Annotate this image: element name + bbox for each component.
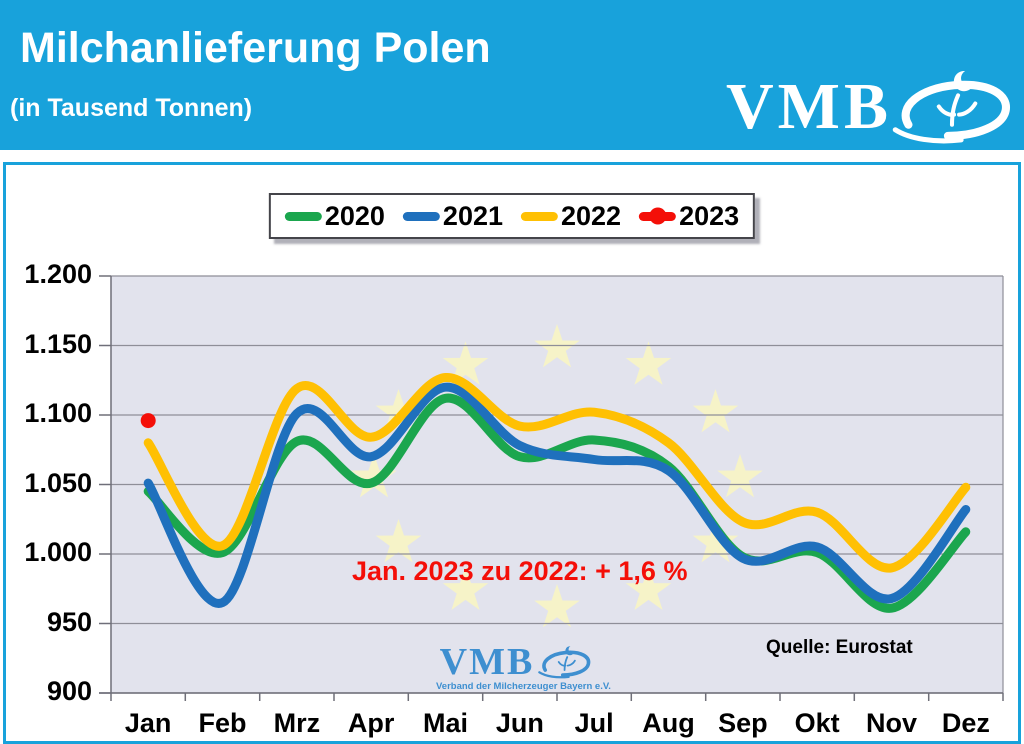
eu-star	[534, 584, 580, 628]
eu-star	[375, 389, 422, 433]
legend: 2020 2021 2022 2023	[268, 193, 756, 239]
eu-star	[625, 566, 672, 610]
legend-swatch	[402, 211, 440, 221]
legend-marker-dot	[649, 207, 667, 225]
watermark-logo: VMB Verband der Milcherzeuger Bayern e.V…	[436, 641, 611, 692]
eu-star	[625, 341, 672, 385]
vmb-logo-text: VMB	[726, 69, 892, 143]
series-line-2021	[143, 382, 971, 608]
header-banner: Milchanlieferung Polen (in Tausend Tonne…	[0, 0, 1024, 150]
page-title: Milchanlieferung Polen	[20, 24, 491, 72]
legend-item-2022: 2022	[521, 201, 621, 232]
legend-label: 2021	[442, 200, 503, 231]
legend-label: 2022	[561, 200, 622, 231]
source-text: Quelle: Eurostat	[766, 637, 913, 658]
eu-star	[717, 454, 763, 498]
eu-star	[692, 519, 739, 563]
legend-item-2023: 2023	[639, 201, 739, 232]
watermark-caption: Verband der Milcherzeuger Bayern e.V.	[436, 681, 611, 692]
legend-item-2020: 2020	[284, 200, 385, 232]
legend-label: 2023	[679, 200, 740, 231]
watermark-swoosh-icon	[538, 644, 592, 680]
eu-star	[351, 454, 397, 498]
legend-item-2021: 2021	[402, 200, 503, 232]
legend-swatch	[639, 207, 677, 225]
series-line-2022	[143, 373, 971, 573]
legend-swatch	[284, 211, 322, 221]
eu-star	[692, 389, 739, 433]
vmb-swoosh-icon	[892, 66, 1014, 147]
eu-star	[442, 341, 489, 385]
annotation-text: Jan. 2023 zu 2022: + 1,6 %	[352, 556, 688, 586]
series-point-2023	[140, 413, 156, 429]
eu-star	[375, 519, 422, 563]
vmb-logo: VMB	[726, 66, 1014, 147]
watermark-logo-text: VMB	[439, 641, 535, 683]
page-subtitle: (in Tausend Tonnen)	[10, 94, 253, 122]
eu-star	[442, 566, 489, 610]
legend-swatch	[521, 211, 558, 221]
legend-label: 2020	[324, 200, 385, 231]
